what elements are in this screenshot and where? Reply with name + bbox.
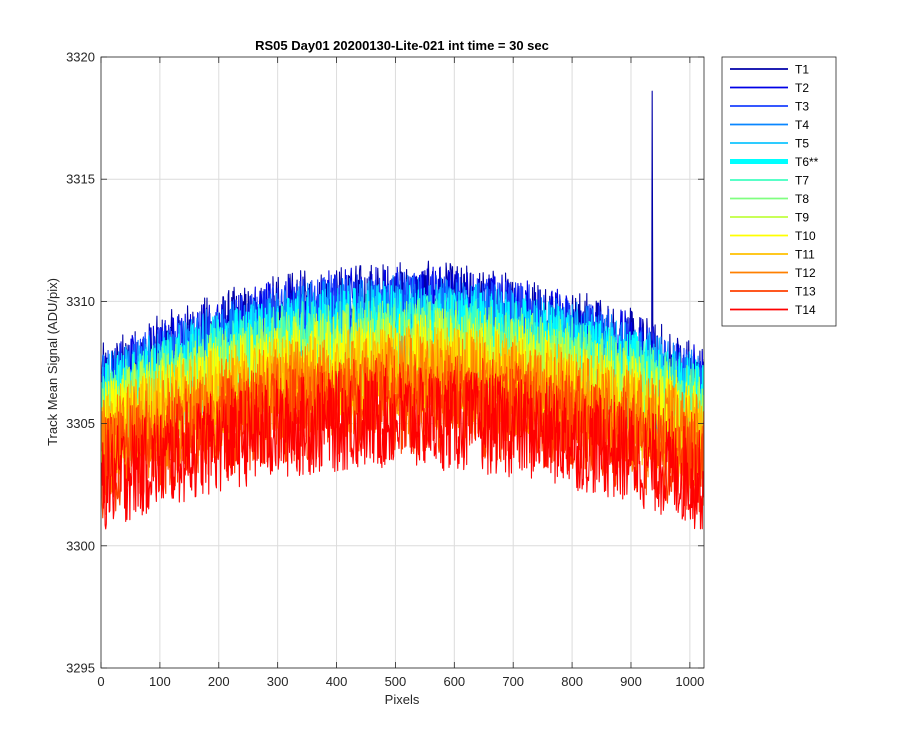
x-tick-label: 300 <box>267 674 289 689</box>
x-axis-label: Pixels <box>385 692 420 707</box>
legend-box <box>721 56 837 327</box>
legend-label: T5 <box>795 137 809 151</box>
x-tick-label: 600 <box>443 674 465 689</box>
legend-label: T12 <box>795 266 816 280</box>
x-tick-label: 800 <box>561 674 583 689</box>
x-tick-label: 500 <box>385 674 407 689</box>
x-tick-label: 0 <box>97 674 104 689</box>
series-layer <box>101 90 704 530</box>
chart-title: RS05 Day01 20200130-Lite-021 int time = … <box>255 38 549 53</box>
x-tick-label: 1000 <box>675 674 704 689</box>
legend: T1 T2 T3 T4 T5 T6** T7 T8 T9 T10 T11 T12 T13 T14 <box>721 56 837 327</box>
legend-label: T10 <box>795 229 816 243</box>
legend-label: T3 <box>795 100 809 114</box>
legend-label: T9 <box>795 211 809 225</box>
x-tick-label: 400 <box>326 674 348 689</box>
ticks: 0 100 200 300 400 500 600 700 800 900 1000 3295 3300… <box>66 50 704 690</box>
y-axis-label: Track Mean Signal (ADU/pix) <box>45 278 60 446</box>
x-tick-label: 100 <box>149 674 171 689</box>
legend-label: T2 <box>795 81 809 95</box>
y-tick-label: 3295 <box>66 661 95 676</box>
series-line-t14 <box>101 367 704 530</box>
y-tick-label: 3300 <box>66 538 95 553</box>
x-tick-label: 900 <box>620 674 642 689</box>
x-tick-label: 200 <box>208 674 230 689</box>
x-tick-label: 700 <box>502 674 524 689</box>
y-tick-label: 3310 <box>66 294 95 309</box>
legend-label: T13 <box>795 285 816 299</box>
y-tick-label: 3315 <box>66 172 95 187</box>
legend-label: T6** <box>795 155 819 169</box>
legend-label: T8 <box>795 192 809 206</box>
y-tick-label: 3320 <box>66 50 95 65</box>
legend-label: T14 <box>795 303 816 317</box>
y-tick-label: 3305 <box>66 416 95 431</box>
legend-label: T1 <box>795 63 809 77</box>
plot-frame <box>100 56 705 669</box>
legend-label: T11 <box>795 248 815 262</box>
legend-label: T4 <box>795 118 809 132</box>
legend-label: T7 <box>795 174 809 188</box>
